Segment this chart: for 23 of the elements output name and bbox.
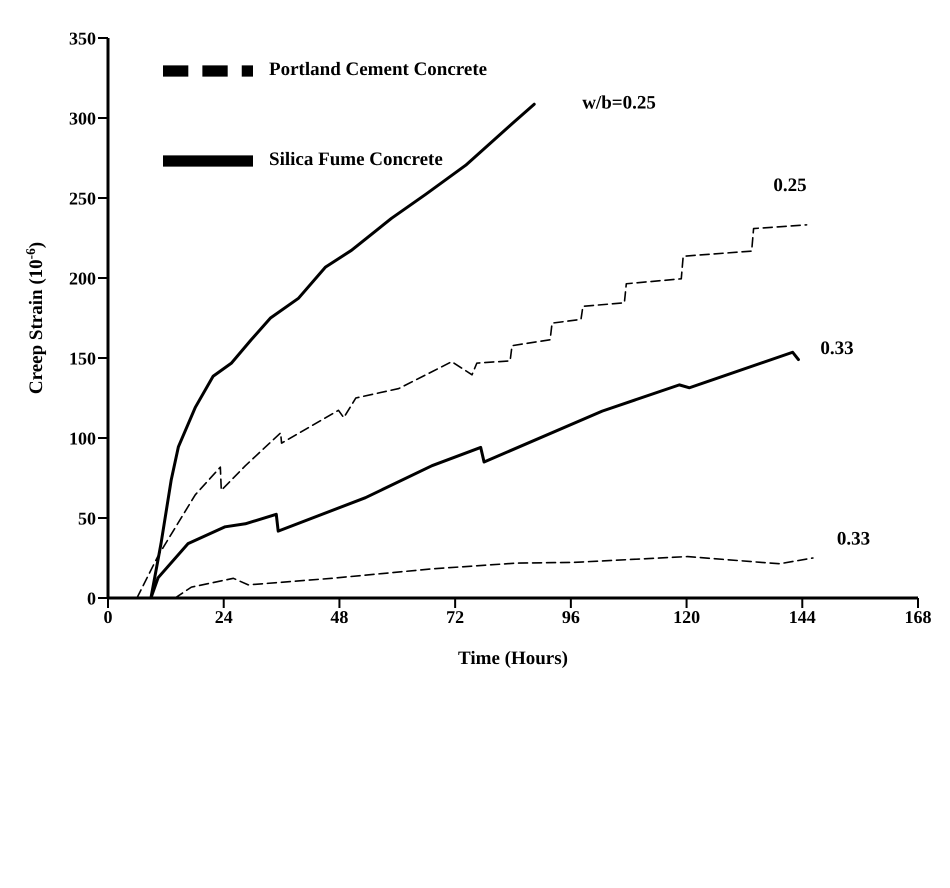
- legend-label: Portland Cement Concrete: [269, 58, 488, 80]
- x-tick-label: 144: [788, 606, 816, 627]
- x-tick-label: 120: [673, 606, 700, 627]
- x-tick-label: 96: [562, 606, 580, 627]
- x-tick-label: 48: [330, 606, 348, 627]
- x-axis-title: Time (Hours): [458, 648, 568, 669]
- y-tick-label: 150: [69, 348, 96, 368]
- x-tick-label: 24: [214, 606, 233, 627]
- y-tick-label: 250: [69, 188, 96, 208]
- legend-label: Silica Fume Concrete: [269, 148, 443, 170]
- y-tick-label: 100: [69, 428, 96, 448]
- y-tick-label: 0: [87, 588, 96, 608]
- annotation: 0.33: [836, 528, 870, 550]
- annotation: 0.33: [820, 338, 854, 359]
- y-tick-label: 350: [69, 28, 96, 48]
- x-tick-label: 72: [446, 606, 464, 627]
- y-tick-label: 50: [78, 508, 96, 528]
- y-tick-label: 200: [69, 268, 96, 288]
- annotation: 0.25: [773, 175, 807, 196]
- annotation: w/b=0.25: [582, 92, 656, 114]
- x-tick-label: 0: [104, 606, 112, 627]
- x-tick-label: 168: [904, 606, 932, 627]
- y-tick-label: 300: [69, 108, 96, 128]
